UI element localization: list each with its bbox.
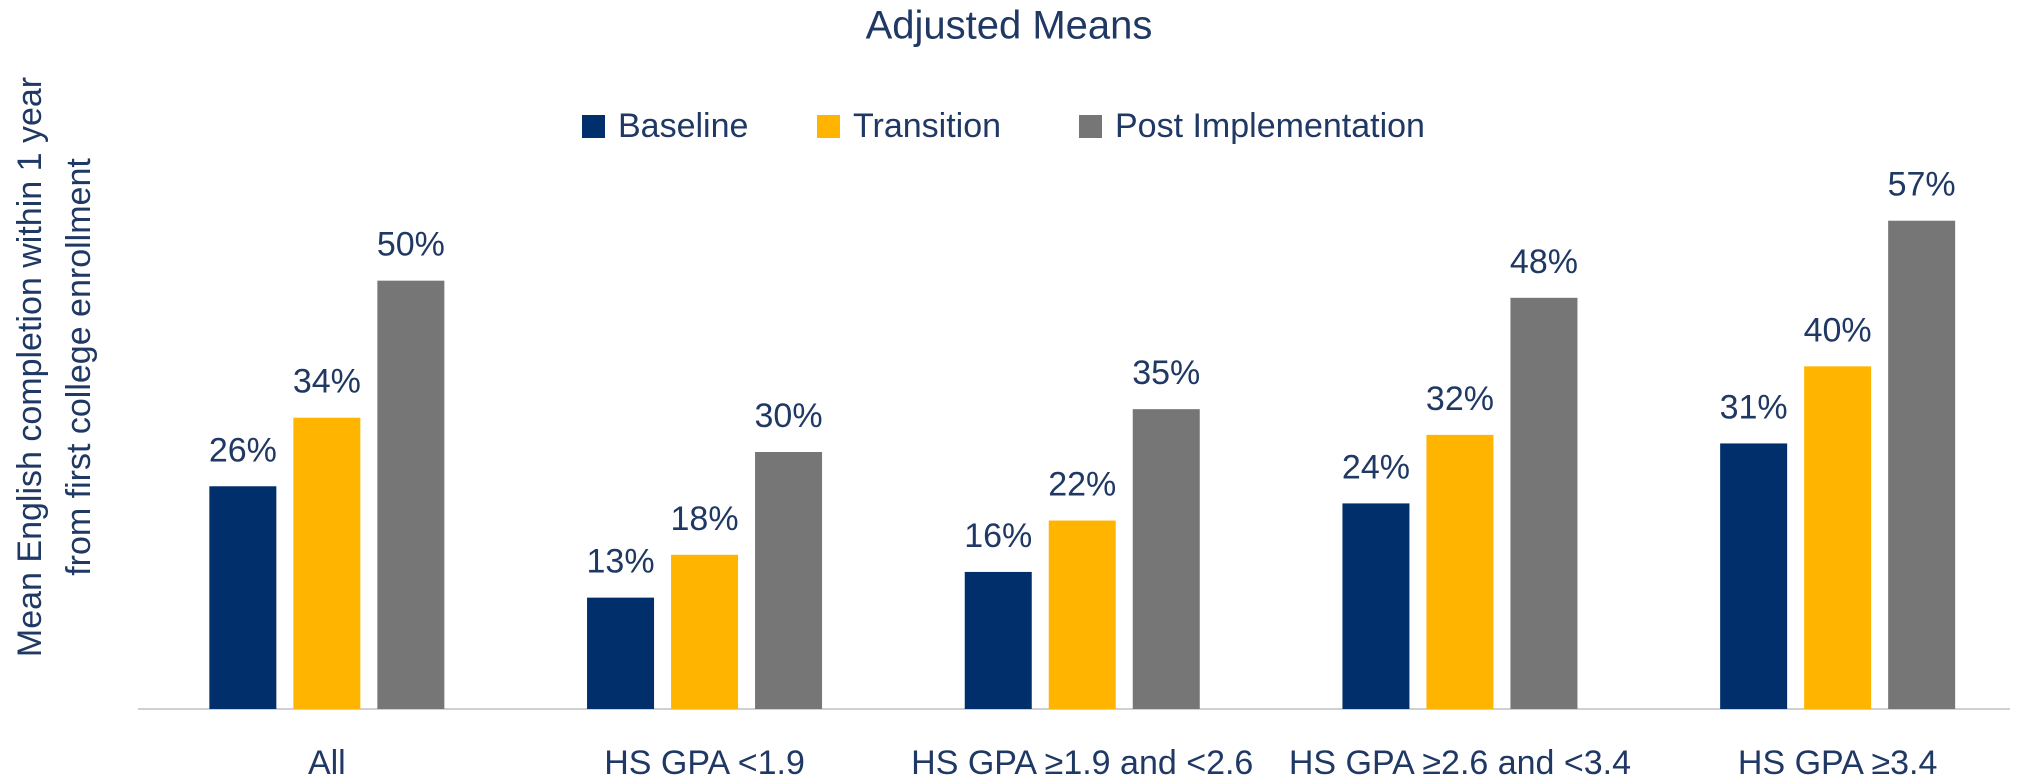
data-label: 40% <box>1804 311 1872 349</box>
bar <box>209 486 277 709</box>
data-label: 16% <box>964 517 1032 555</box>
bar <box>377 280 445 709</box>
x-tick-label: HS GPA ≥2.6 and <3.4 <box>1289 744 1631 782</box>
data-label: 30% <box>755 397 823 435</box>
y-axis-label-line: Mean English completion within 1 year <box>11 77 49 657</box>
data-label: 24% <box>1342 448 1410 486</box>
bar <box>587 597 655 709</box>
data-label: 57% <box>1888 166 1956 204</box>
data-label: 35% <box>1132 354 1200 392</box>
data-label: 48% <box>1510 243 1578 281</box>
data-label: 13% <box>587 543 655 581</box>
data-label: 18% <box>671 500 739 538</box>
legend-swatch <box>1079 115 1102 138</box>
bar <box>671 554 739 709</box>
bar <box>1720 443 1788 709</box>
bar <box>1132 409 1200 709</box>
data-label: 22% <box>1048 466 1116 504</box>
legend-swatch <box>817 115 840 138</box>
legend-swatch <box>582 115 605 138</box>
legend-label: Baseline <box>618 107 748 145</box>
x-tick-label: All <box>308 744 346 782</box>
bar <box>293 417 361 709</box>
bar <box>1048 520 1116 709</box>
bar <box>1342 503 1410 709</box>
bar <box>755 452 823 709</box>
data-label: 26% <box>209 431 277 469</box>
bar <box>1426 434 1494 709</box>
x-tick-label: HS GPA ≥3.4 <box>1738 744 1937 782</box>
data-label: 31% <box>1720 388 1788 426</box>
bar <box>1510 297 1578 709</box>
bar <box>1888 220 1956 709</box>
y-axis-label-line: from first college enrollment <box>60 158 98 576</box>
legend-label: Post Implementation <box>1115 107 1425 145</box>
x-tick-label: HS GPA <1.9 <box>604 744 805 782</box>
data-label: 50% <box>377 226 445 264</box>
bar <box>964 571 1032 709</box>
bar <box>1804 366 1872 709</box>
x-tick-label: HS GPA ≥1.9 and <2.6 <box>911 744 1253 782</box>
y-axis-label: Mean English completion within 1 year fr… <box>11 77 98 657</box>
chart-title: Adjusted Means <box>866 4 1153 48</box>
data-label: 32% <box>1426 380 1494 418</box>
data-label: 34% <box>293 363 361 401</box>
legend-label: Transition <box>853 107 1001 145</box>
